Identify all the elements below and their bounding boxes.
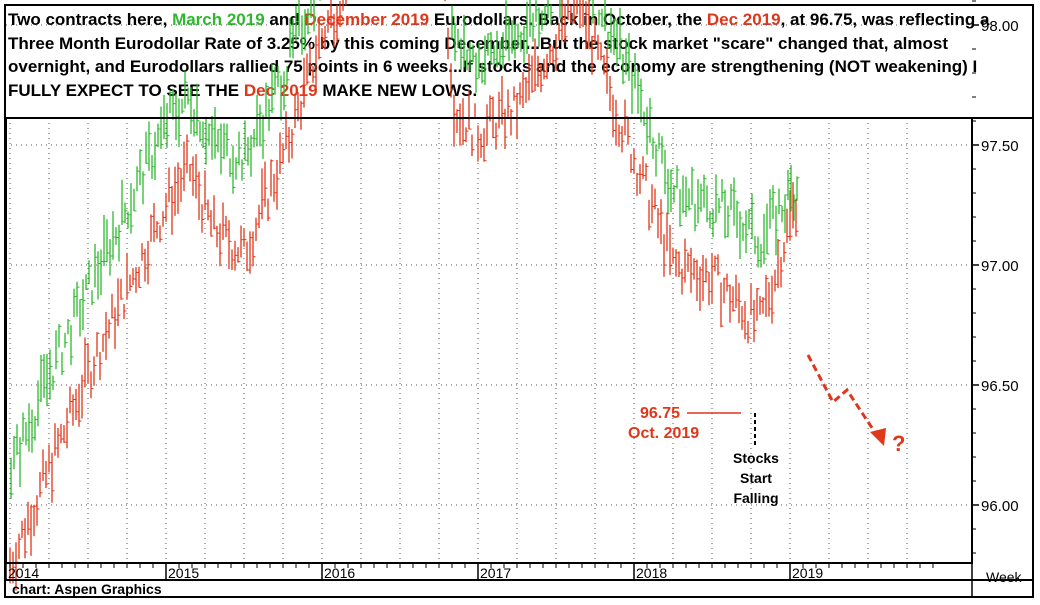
x-tick-label: 2016	[324, 565, 355, 581]
y-tick-label: 96.00	[981, 498, 1019, 515]
series-december-2019	[9, 0, 799, 591]
headline-part: , at 96.75, was reflecting a Three Month…	[8, 10, 990, 100]
x-tick-label: 2017	[480, 565, 511, 581]
x-tick-label: 2014	[8, 565, 39, 581]
stocks-text-2: Start	[740, 470, 772, 486]
stocks-text-1: Stocks	[733, 450, 779, 466]
plot-area	[5, 117, 973, 564]
annotations: 96.75 Oct. 2019 Stocks Start Falling ?	[628, 354, 905, 506]
headline-dec-2019: Dec 2019	[706, 10, 781, 29]
period-label: Week	[986, 569, 1023, 585]
y-tick-label: 98.00	[981, 18, 1019, 35]
question-mark: ?	[892, 431, 905, 456]
series-march-2019	[10, 0, 800, 499]
y-tick-label: 96.50	[981, 378, 1019, 395]
headline-march-2019: March 2019	[172, 10, 265, 29]
headline-text: Two contracts here, March 2019 and Decem…	[8, 8, 1032, 102]
grid	[6, 24, 972, 563]
headline-part: and	[264, 10, 305, 29]
price-label-96-75: 96.75	[640, 405, 680, 422]
x-tick-label: 2019	[792, 565, 823, 581]
stocks-text-3: Falling	[733, 490, 778, 506]
x-tick-label: 2015	[168, 565, 199, 581]
y-tick-label: 97.50	[981, 138, 1019, 155]
x-axis: 2014 2015 2016 2017 2018 2019	[5, 563, 934, 581]
headline-part: Two contracts here,	[8, 10, 173, 29]
y-tick-label: 97.00	[981, 258, 1019, 275]
source-credit: chart: Aspen Graphics	[12, 581, 162, 597]
headline-part: MAKE NEW LOWS.	[317, 80, 478, 100]
date-label-oct-2019: Oct. 2019	[628, 425, 699, 442]
forecast-arrow	[806, 354, 882, 441]
bars	[9, 0, 800, 591]
x-tick-label: 2018	[636, 565, 667, 581]
forecast-arrowhead	[870, 428, 886, 446]
headline-december-2019: December 2019	[304, 10, 430, 29]
